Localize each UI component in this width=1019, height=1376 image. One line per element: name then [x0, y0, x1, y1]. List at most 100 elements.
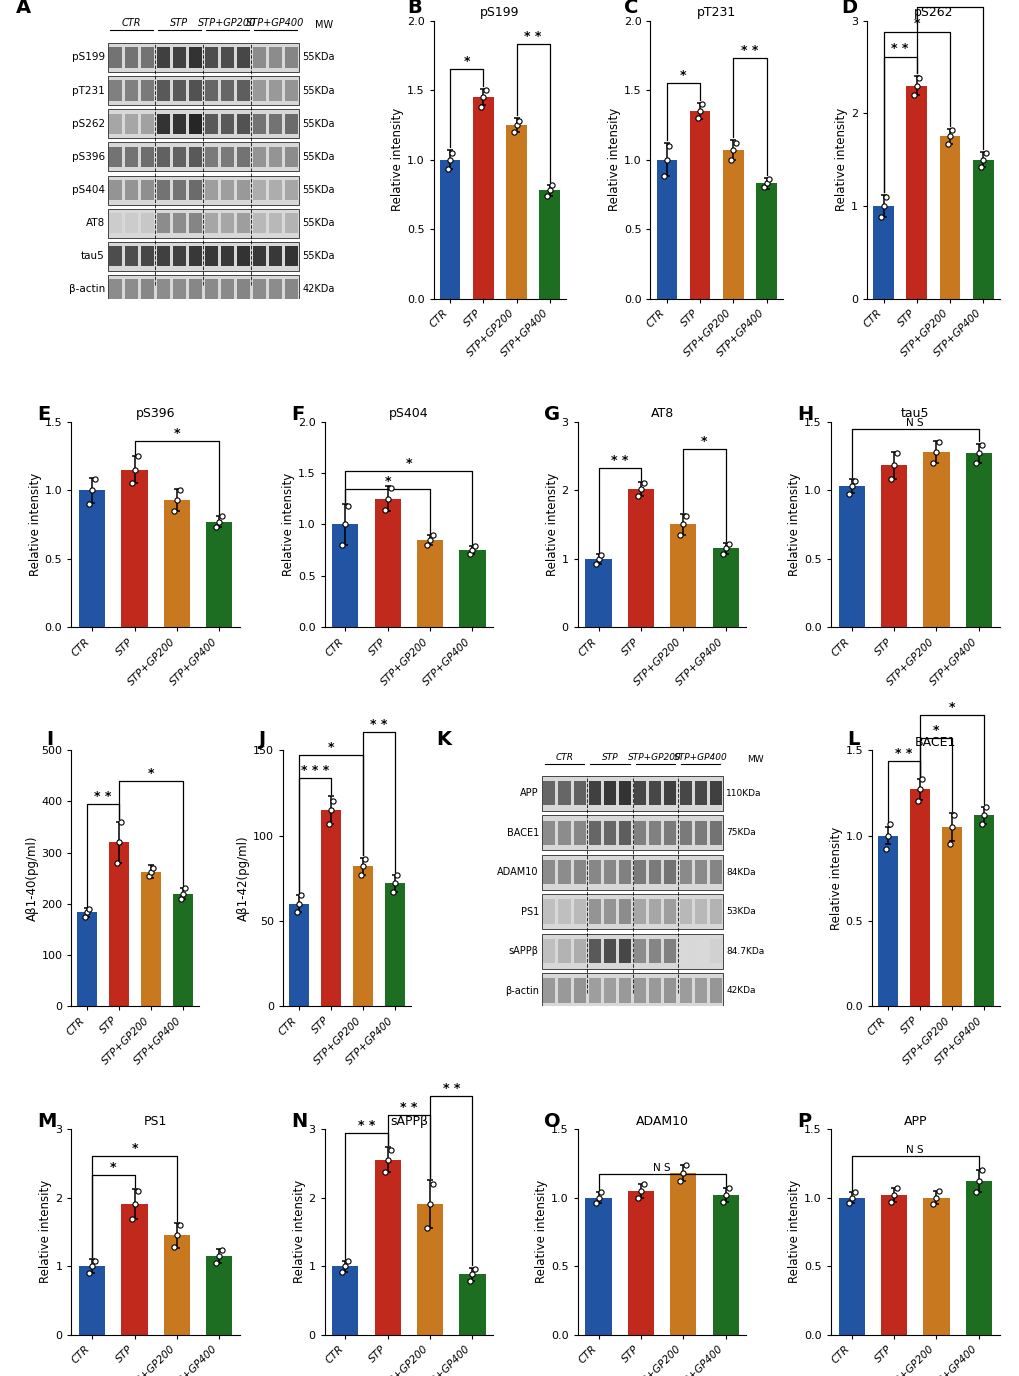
- Title: BACE1: BACE1: [914, 736, 956, 749]
- Bar: [125, 47, 138, 67]
- Bar: [755, 183, 776, 299]
- Bar: [627, 488, 653, 627]
- Text: ADAM10: ADAM10: [497, 867, 538, 877]
- Text: C: C: [624, 0, 638, 18]
- Point: [967, 451, 983, 473]
- Point: [755, 176, 771, 198]
- Bar: [109, 180, 122, 200]
- Text: D: D: [840, 0, 856, 18]
- Point: [113, 810, 129, 832]
- Bar: [221, 279, 233, 300]
- Bar: [269, 213, 281, 234]
- Bar: [588, 820, 600, 845]
- Bar: [269, 114, 281, 133]
- Bar: [332, 1266, 358, 1335]
- Bar: [709, 782, 721, 805]
- Bar: [694, 820, 706, 845]
- Bar: [649, 782, 660, 805]
- Text: pT231: pT231: [72, 85, 105, 95]
- Bar: [694, 978, 706, 1003]
- Bar: [109, 114, 122, 133]
- Point: [169, 1225, 185, 1247]
- Bar: [838, 486, 864, 627]
- Bar: [269, 279, 281, 300]
- Bar: [284, 180, 298, 200]
- Text: 55KDa: 55KDa: [302, 219, 334, 228]
- Bar: [838, 1197, 864, 1335]
- Bar: [543, 900, 555, 923]
- Point: [974, 149, 990, 171]
- Point: [888, 1176, 904, 1198]
- Text: *: *: [680, 69, 686, 81]
- Bar: [585, 1197, 611, 1335]
- Point: [129, 444, 146, 466]
- Bar: [459, 1274, 485, 1335]
- Point: [353, 864, 369, 886]
- Bar: [236, 213, 250, 234]
- Bar: [619, 978, 631, 1003]
- Point: [716, 1183, 733, 1205]
- Bar: [79, 490, 105, 627]
- Bar: [557, 782, 570, 805]
- Bar: [205, 80, 218, 100]
- Point: [975, 804, 991, 826]
- Bar: [189, 246, 202, 267]
- Bar: [157, 114, 170, 133]
- Bar: [173, 47, 185, 67]
- Text: L: L: [846, 729, 858, 749]
- Point: [629, 1186, 645, 1208]
- Point: [339, 495, 356, 517]
- Bar: [107, 275, 299, 304]
- Text: E: E: [38, 405, 51, 424]
- Bar: [541, 816, 722, 850]
- Text: F: F: [290, 405, 304, 424]
- Point: [678, 505, 694, 527]
- Text: I: I: [46, 729, 53, 749]
- Bar: [712, 549, 738, 627]
- Text: *: *: [700, 435, 707, 449]
- Bar: [543, 938, 555, 963]
- Bar: [663, 900, 676, 923]
- Bar: [541, 854, 722, 890]
- Bar: [619, 860, 631, 885]
- Text: 55KDa: 55KDa: [302, 52, 334, 62]
- Bar: [922, 1197, 949, 1335]
- Bar: [634, 820, 646, 845]
- Y-axis label: Relative intensity: Relative intensity: [29, 473, 42, 577]
- Point: [81, 493, 97, 515]
- Bar: [942, 827, 961, 1006]
- Bar: [669, 524, 696, 627]
- Point: [467, 1258, 483, 1280]
- Point: [722, 149, 739, 171]
- Text: * *: * *: [610, 454, 628, 466]
- Point: [632, 477, 648, 499]
- Bar: [205, 213, 218, 234]
- Text: *: *: [406, 457, 412, 471]
- Text: B: B: [407, 0, 422, 18]
- Bar: [663, 978, 676, 1003]
- Bar: [694, 900, 706, 923]
- Bar: [221, 80, 233, 100]
- Point: [81, 1262, 97, 1284]
- Bar: [109, 147, 122, 166]
- Bar: [679, 782, 691, 805]
- Bar: [973, 815, 993, 1006]
- Bar: [236, 180, 250, 200]
- Text: * *: * *: [741, 44, 758, 56]
- Bar: [603, 938, 615, 963]
- Bar: [374, 1160, 400, 1335]
- Bar: [189, 279, 202, 300]
- Bar: [627, 1190, 653, 1335]
- Bar: [236, 47, 250, 67]
- Text: 55KDa: 55KDa: [302, 252, 334, 261]
- Text: G: G: [543, 405, 559, 424]
- Point: [938, 133, 955, 155]
- Point: [109, 852, 125, 874]
- Point: [888, 442, 904, 464]
- Point: [843, 475, 859, 497]
- Bar: [236, 114, 250, 133]
- Point: [691, 100, 707, 122]
- Point: [511, 110, 527, 132]
- Point: [325, 790, 341, 812]
- Bar: [284, 213, 298, 234]
